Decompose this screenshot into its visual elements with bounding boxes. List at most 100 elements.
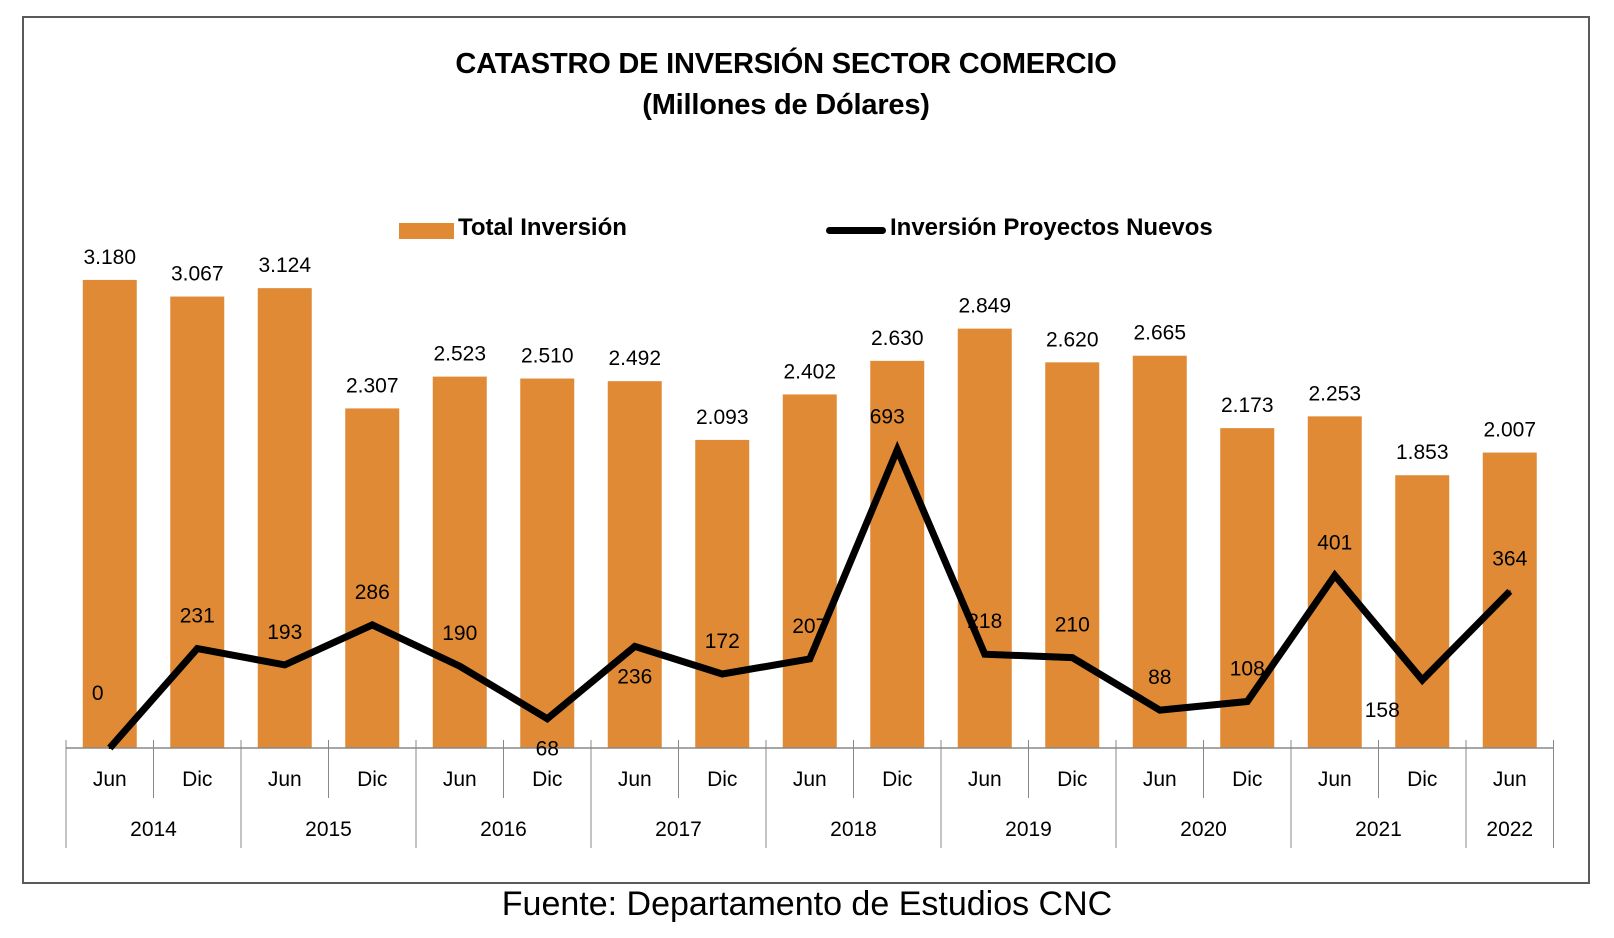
line-point-proyectos-nuevos [1333, 574, 1336, 577]
x-tick-label: Dic [532, 768, 562, 791]
x-tick-label: Dic [1057, 768, 1087, 791]
bar-label-total-inversion: 2.253 [1308, 382, 1361, 405]
bar-total-inversion [432, 376, 487, 748]
bar-label-total-inversion: 3.124 [258, 254, 311, 277]
line-label-proyectos-nuevos: 693 [870, 406, 905, 429]
line-label-proyectos-nuevos: 364 [1492, 547, 1527, 570]
line-label-proyectos-nuevos: 88 [1148, 666, 1171, 689]
line-point-proyectos-nuevos [108, 747, 111, 749]
bar-total-inversion [1307, 416, 1362, 748]
line-label-proyectos-nuevos: 231 [180, 605, 215, 628]
bar-label-total-inversion: 2.492 [608, 347, 661, 370]
line-point-proyectos-nuevos [371, 623, 374, 626]
bar-total-inversion [345, 408, 400, 748]
year-label: 2022 [1486, 818, 1533, 841]
bar-total-inversion [1220, 428, 1275, 748]
bar-label-total-inversion: 2.510 [521, 345, 574, 368]
bar-total-inversion [1482, 452, 1537, 748]
bar-label-total-inversion: 2.630 [871, 327, 924, 350]
line-point-proyectos-nuevos [1158, 709, 1161, 712]
year-label: 2021 [1355, 818, 1402, 841]
x-tick-label: Jun [1318, 768, 1352, 791]
bar-total-inversion [1045, 362, 1100, 748]
line-label-proyectos-nuevos: 286 [355, 581, 390, 604]
x-tick-label: Jun [968, 768, 1002, 791]
line-label-proyectos-nuevos: 68 [536, 738, 559, 761]
bar-label-total-inversion: 2.093 [696, 406, 749, 429]
bar-total-inversion [82, 279, 137, 748]
bar-total-inversion [1395, 475, 1450, 748]
year-label: 2017 [655, 818, 702, 841]
x-tick-label: Jun [1493, 768, 1527, 791]
year-label: 2020 [1180, 818, 1227, 841]
year-label: 2015 [305, 818, 352, 841]
year-label: 2016 [480, 818, 527, 841]
x-tick-label: Jun [443, 768, 477, 791]
x-tick-label: Jun [268, 768, 302, 791]
legend-label-total-inversion: Total Inversión [458, 214, 627, 241]
line-label-proyectos-nuevos: 172 [705, 630, 740, 653]
line-point-proyectos-nuevos [721, 672, 724, 675]
bar-total-inversion [870, 360, 925, 748]
bar-label-total-inversion: 2.173 [1221, 394, 1274, 417]
line-point-proyectos-nuevos [1071, 656, 1074, 659]
chart-subtitle: (Millones de Dólares) [642, 89, 930, 121]
line-point-proyectos-nuevos [458, 665, 461, 668]
line-label-proyectos-nuevos: 218 [967, 610, 1002, 633]
x-tick-label: Jun [618, 768, 652, 791]
bar-total-inversion [607, 381, 662, 748]
line-point-proyectos-nuevos [1421, 678, 1424, 681]
bar-label-total-inversion: 2.620 [1046, 328, 1099, 351]
x-tick-label: Jun [793, 768, 827, 791]
line-label-proyectos-nuevos: 207 [792, 615, 827, 638]
line-point-proyectos-nuevos [983, 653, 986, 656]
line-label-proyectos-nuevos: 236 [617, 665, 652, 688]
line-label-proyectos-nuevos: 108 [1230, 658, 1265, 681]
bar-label-total-inversion: 1.853 [1396, 441, 1449, 464]
legend-swatch-total-inversion [399, 223, 454, 239]
line-point-proyectos-nuevos [1246, 700, 1249, 703]
line-point-proyectos-nuevos [546, 717, 549, 720]
x-tick-label: Jun [1143, 768, 1177, 791]
bar-label-total-inversion: 2.849 [958, 295, 1011, 318]
bar-label-total-inversion: 2.007 [1483, 419, 1536, 442]
legend-swatch-proyectos-nuevos [826, 227, 886, 234]
bar-label-total-inversion: 2.523 [433, 343, 486, 366]
line-label-proyectos-nuevos: 193 [267, 621, 302, 644]
bar-label-total-inversion: 2.307 [346, 374, 399, 397]
x-tick-label: Dic [182, 768, 212, 791]
line-label-proyectos-nuevos: 190 [442, 622, 477, 645]
line-point-proyectos-nuevos [896, 448, 899, 451]
bar-total-inversion [1132, 355, 1187, 748]
x-tick-label: Dic [707, 768, 737, 791]
bar-total-inversion [257, 288, 312, 748]
bar-total-inversion [170, 296, 225, 748]
x-tick-label: Jun [93, 768, 127, 791]
bar-total-inversion [695, 439, 750, 748]
year-label: 2019 [1005, 818, 1052, 841]
line-label-proyectos-nuevos: 0 [92, 682, 104, 705]
line-point-proyectos-nuevos [808, 657, 811, 660]
line-label-proyectos-nuevos: 158 [1365, 699, 1400, 722]
bar-label-total-inversion: 2.665 [1133, 322, 1186, 345]
year-label: 2018 [830, 818, 877, 841]
legend-label-proyectos-nuevos: Inversión Proyectos Nuevos [890, 214, 1213, 241]
x-tick-label: Dic [1232, 768, 1262, 791]
bar-label-total-inversion: 3.180 [83, 246, 136, 269]
line-label-proyectos-nuevos: 401 [1317, 531, 1352, 554]
bar-label-total-inversion: 2.402 [783, 360, 836, 383]
line-label-proyectos-nuevos: 210 [1055, 614, 1090, 637]
x-tick-label: Dic [1407, 768, 1437, 791]
bar-total-inversion [957, 328, 1012, 748]
source-note: Fuente: Departamento de Estudios CNC [501, 885, 1113, 923]
x-tick-label: Dic [357, 768, 387, 791]
bar-total-inversion [782, 394, 837, 748]
line-point-proyectos-nuevos [633, 645, 636, 648]
bar-label-total-inversion: 3.067 [171, 263, 224, 286]
year-label: 2014 [130, 818, 177, 841]
line-point-proyectos-nuevos [1508, 590, 1511, 593]
chart-title: CATASTRO DE INVERSIÓN SECTOR COMERCIO [455, 48, 1117, 80]
line-point-proyectos-nuevos [283, 663, 286, 666]
x-tick-label: Dic [882, 768, 912, 791]
